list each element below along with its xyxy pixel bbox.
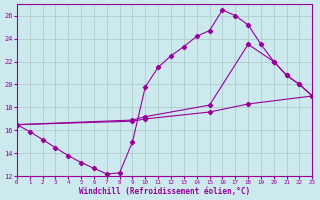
X-axis label: Windchill (Refroidissement éolien,°C): Windchill (Refroidissement éolien,°C) [79, 187, 250, 196]
